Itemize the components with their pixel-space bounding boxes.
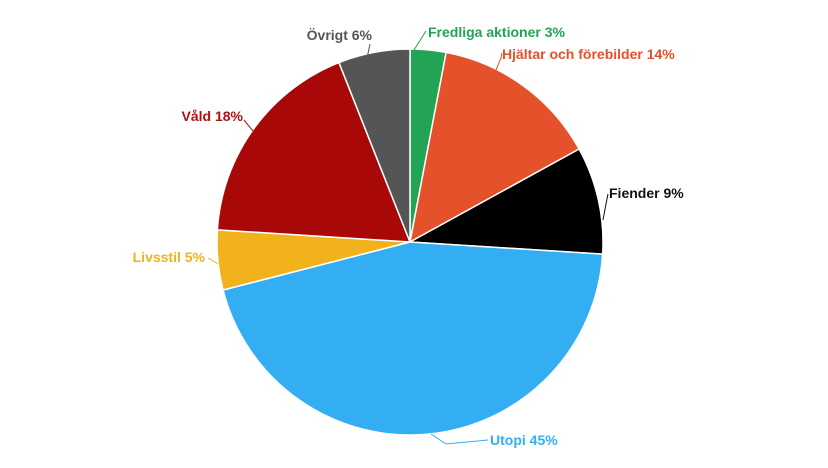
data-label-livsstil: Livsstil 5% (133, 249, 206, 265)
data-label-hjaltar-och-forebilder: Hjältar och förebilder 14% (502, 46, 675, 62)
data-label-vald: Våld 18% (182, 108, 244, 124)
slice-ovrigt (338, 48, 411, 243)
data-labels: Fredliga aktioner 3% Hjältar och förebild… (133, 24, 685, 448)
pie-slices (216, 48, 604, 436)
slice-vald (216, 61, 411, 243)
data-label-fiender: Fiender 9% (609, 185, 684, 201)
slice-utopi (222, 241, 604, 436)
leader-line-vald (243, 119, 262, 142)
slice-fiender (409, 148, 604, 255)
leader-line-livsstil (207, 257, 219, 265)
data-label-ovrigt: Övrigt 6% (307, 27, 373, 43)
slice-hjaltar-och-forebilder (409, 51, 580, 243)
leader-line-fiender (602, 193, 609, 221)
leader-line-ovrigt (366, 43, 371, 59)
leader-line-fredliga-aktioner (413, 30, 427, 51)
data-label-fredliga-aktioner: Fredliga aktioner 3% (428, 24, 565, 40)
leader-line-utopi (430, 433, 489, 445)
leader-lines (207, 30, 609, 445)
leader-line-hjaltar-och-forebilder (495, 52, 503, 71)
data-label-utopi: Utopi 45% (490, 432, 558, 448)
